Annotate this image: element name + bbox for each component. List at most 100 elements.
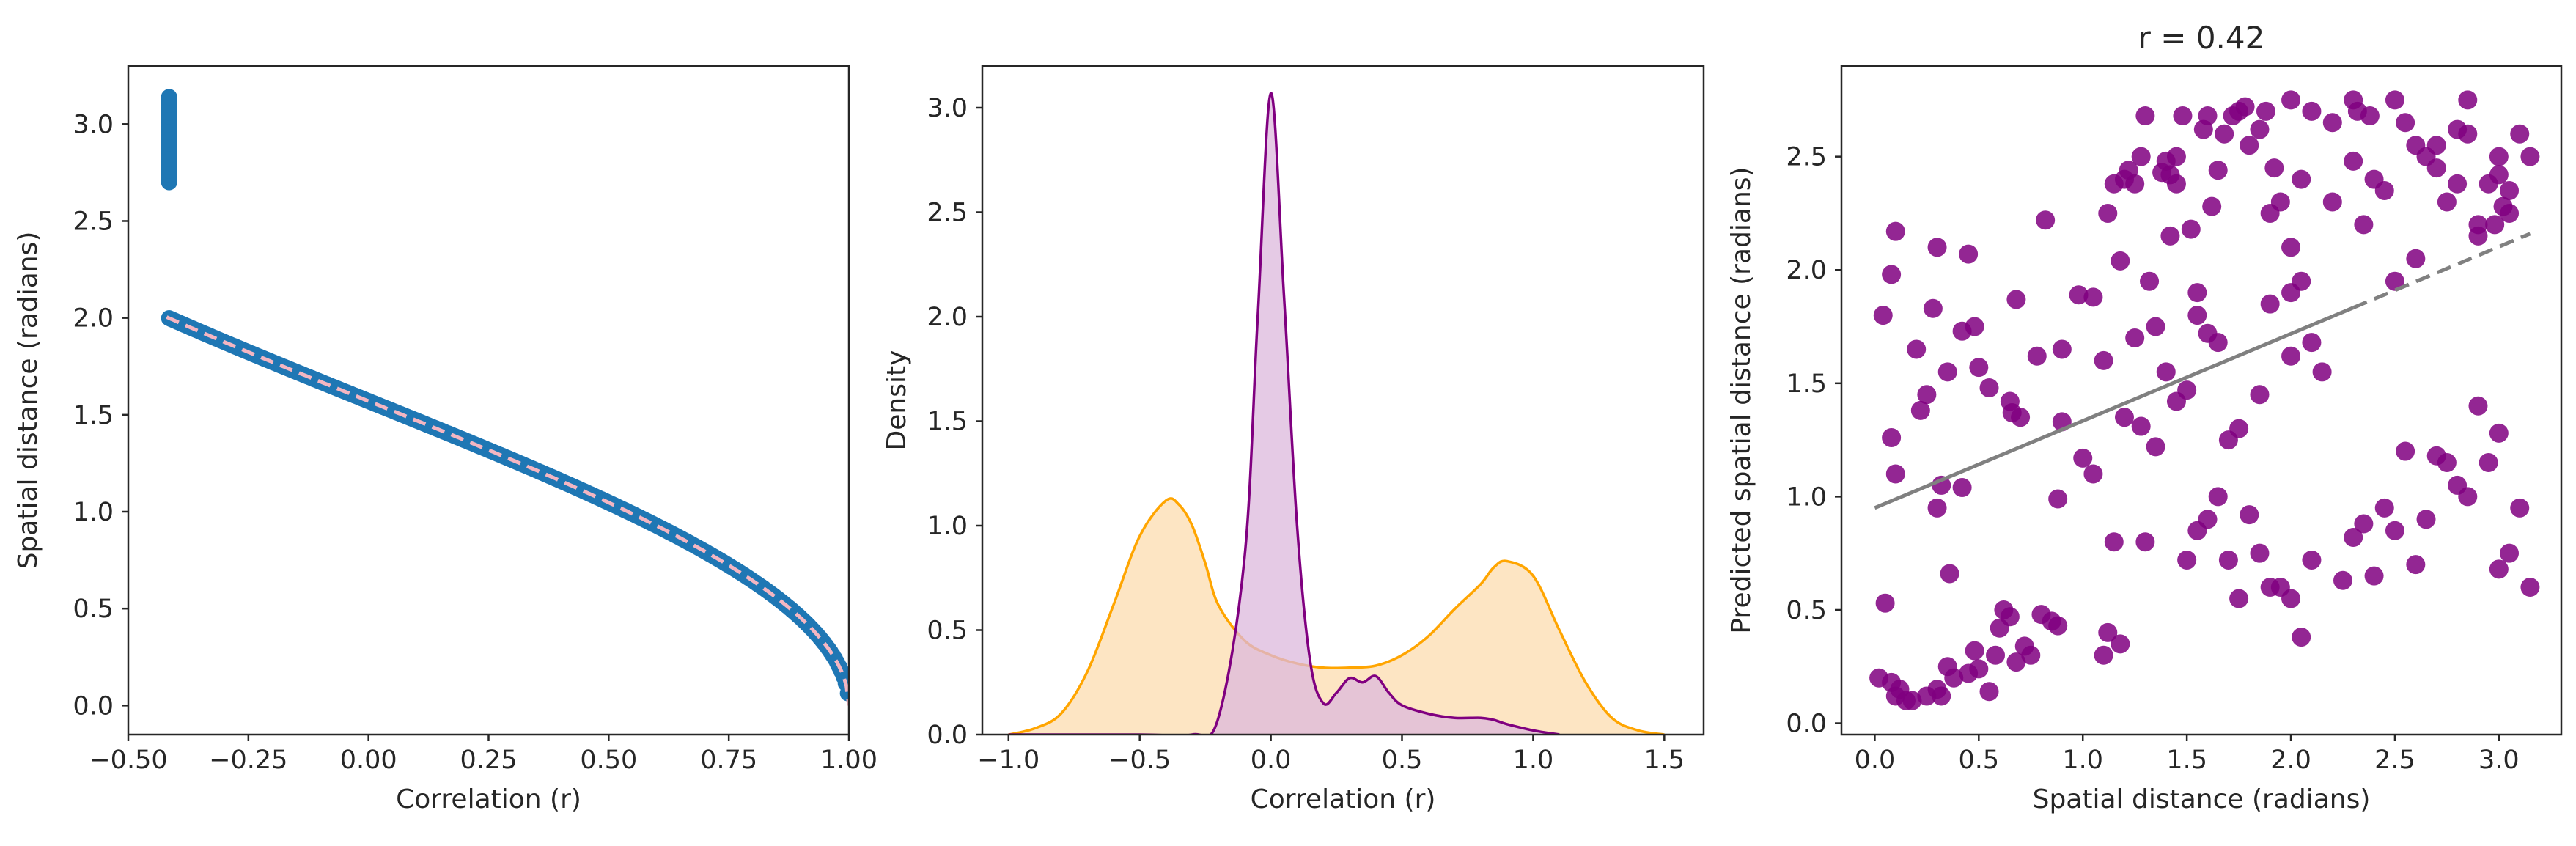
data-point [2322,113,2342,133]
data-point [2426,158,2446,178]
data-point [2256,101,2275,121]
data-point [2146,317,2165,336]
data-point [2125,174,2145,194]
data-point [2437,192,2457,212]
x-tick-label: 1.5 [1644,746,1685,775]
x-tick-label: 0.75 [700,746,757,775]
data-point [2235,97,2255,117]
data-point [2114,408,2134,427]
data-point [1979,682,1999,702]
data-point [2354,514,2374,534]
data-point [2292,271,2311,291]
data-point [2027,346,2047,366]
data-point [2448,174,2468,194]
y-tick-label: 1.5 [927,408,968,437]
x-tick-label: 1.00 [820,746,877,775]
data-point [2111,634,2130,654]
data-point [1885,464,1905,484]
data-point [2166,147,2186,166]
data-point [2360,106,2380,126]
data-point [1932,686,1951,706]
data-point [2215,124,2234,144]
data-point [2000,607,2020,627]
y-tick-label: 0.5 [73,595,114,624]
data-point [2458,90,2478,110]
data-point [2281,589,2301,608]
data-point [2006,290,2026,309]
data-point [2344,151,2363,171]
x-tick-label: −0.5 [1108,746,1171,775]
data-point [2281,90,2301,110]
y-tick-label: 2.5 [1786,143,1827,172]
data-point [1907,339,1927,359]
data-point [1917,385,1937,405]
data-point [2264,158,2284,178]
x-tick-label: −0.25 [209,746,287,775]
y-tick-label: 1.0 [927,512,968,541]
data-point [2181,219,2201,239]
data-point [2500,543,2520,563]
data-point [2250,119,2270,139]
data-point [2292,628,2311,647]
data-point [2083,464,2103,484]
data-point [2385,271,2404,291]
x-tick-label: 1.0 [2062,746,2103,775]
data-point [2364,566,2384,586]
kde-fill-1 [1008,93,1560,735]
data-point [2098,622,2118,642]
x-tick-label: 3.0 [2479,746,2520,775]
y-tick-label: 3.0 [927,94,968,123]
y-tick-label: 0.5 [1786,596,1827,625]
data-point [1965,641,1984,661]
chart-panel-3: 0.0 0.5 1.0 1.5 2.0 2.5 3.00.00.51.01.52.02.5S… [1726,20,2563,814]
data-point [2131,416,2151,436]
data-point [2510,124,2530,144]
data-point [1882,428,1902,448]
data-point [2250,543,2270,563]
data-point [2468,226,2488,246]
data-point [1910,400,1930,420]
y-tick-label: 2.0 [73,304,114,334]
data-point [1875,593,1895,613]
data-point [2437,453,2457,473]
data-point [2135,106,2155,126]
data-point [2069,285,2089,305]
fit-curve-line [166,315,849,706]
data-point [2187,306,2207,325]
regression-extension-line [2352,232,2531,310]
x-tick-label: 2.5 [2374,746,2415,775]
axes-frame [981,65,1705,736]
data-point [2156,362,2176,382]
y-axis-label: Density [882,350,912,451]
axes-frame [1840,65,2563,736]
data-point [1965,317,1984,336]
data-point [2489,559,2509,579]
data-point [2406,249,2426,268]
chart-panel-2: −1.0 −0.5 0.0 0.5 1.0 1.5 0.0 0.5 1.0 1.5 2.0 2.5 3.… [882,65,1705,814]
data-point [2489,147,2509,166]
data-point [2094,645,2113,665]
data-point [2344,528,2363,548]
data-point [2485,215,2505,235]
data-point [2302,101,2322,121]
y-tick-label: 0.0 [73,691,114,721]
data-point [2083,287,2103,307]
data-point [2011,408,2031,427]
y-tick-label: 3.0 [73,110,114,139]
data-point [2111,251,2130,271]
data-point [2177,550,2197,570]
y-axis-label: Spatial distance (radians) [13,232,43,570]
x-axis-label: Spatial distance (radians) [2033,784,2371,814]
data-point [1986,645,2006,665]
axes-frame [127,65,850,736]
data-point [1969,358,1989,378]
data-point [2036,210,2056,230]
data-point [2140,271,2160,291]
x-tick-label: 0.00 [340,746,397,775]
data-point [2125,328,2145,347]
data-point [2073,448,2093,468]
data-point [161,89,177,106]
data-point [1937,362,1957,382]
data-point [1902,691,1922,710]
